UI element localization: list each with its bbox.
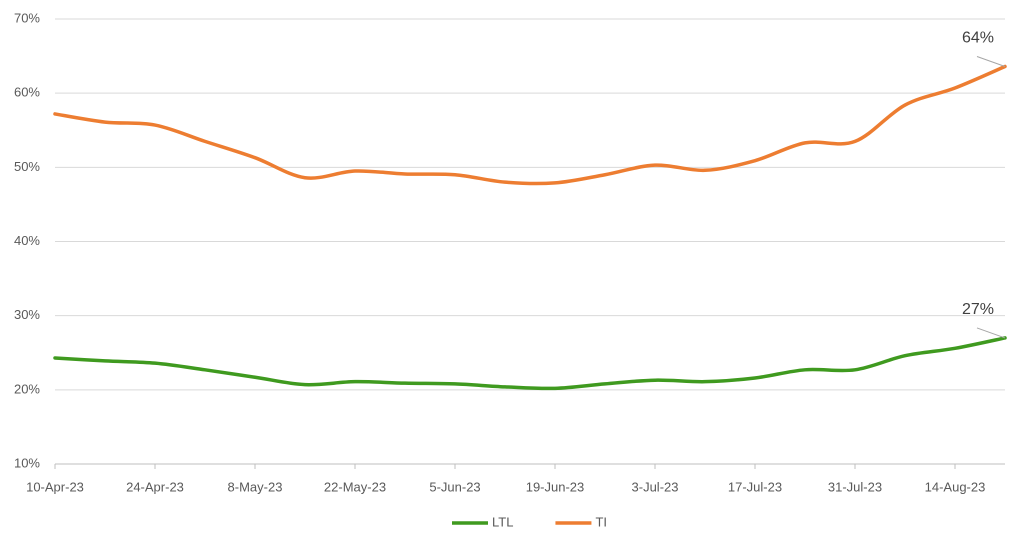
data-label: 64% [962, 30, 994, 47]
y-tick-label: 40% [14, 233, 40, 248]
x-tick-label: 22-May-23 [324, 479, 386, 494]
y-tick-label: 60% [14, 85, 40, 100]
legend-label: TI [595, 514, 607, 529]
x-tick-label: 5-Jun-23 [429, 479, 480, 494]
data-label: 27% [962, 301, 994, 318]
legend-label: LTL [492, 514, 513, 529]
x-tick-label: 19-Jun-23 [526, 479, 585, 494]
x-tick-label: 3-Jul-23 [632, 479, 679, 494]
y-tick-label: 50% [14, 159, 40, 174]
label-leader [976, 327, 1006, 339]
x-tick-label: 8-May-23 [228, 479, 283, 494]
x-tick-label: 10-Apr-23 [26, 479, 84, 494]
line-series [53, 336, 1007, 391]
x-tick-label: 24-Apr-23 [126, 479, 184, 494]
y-tick-label: 20% [14, 381, 40, 396]
x-tick-label: 14-Aug-23 [925, 479, 986, 494]
y-tick-label: 10% [14, 455, 40, 470]
label-leader [976, 55, 1006, 67]
y-tick-label: 30% [14, 307, 40, 322]
y-tick-label: 70% [14, 10, 40, 25]
line-series [53, 64, 1007, 186]
x-tick-label: 17-Jul-23 [728, 479, 782, 494]
x-tick-label: 31-Jul-23 [828, 479, 882, 494]
